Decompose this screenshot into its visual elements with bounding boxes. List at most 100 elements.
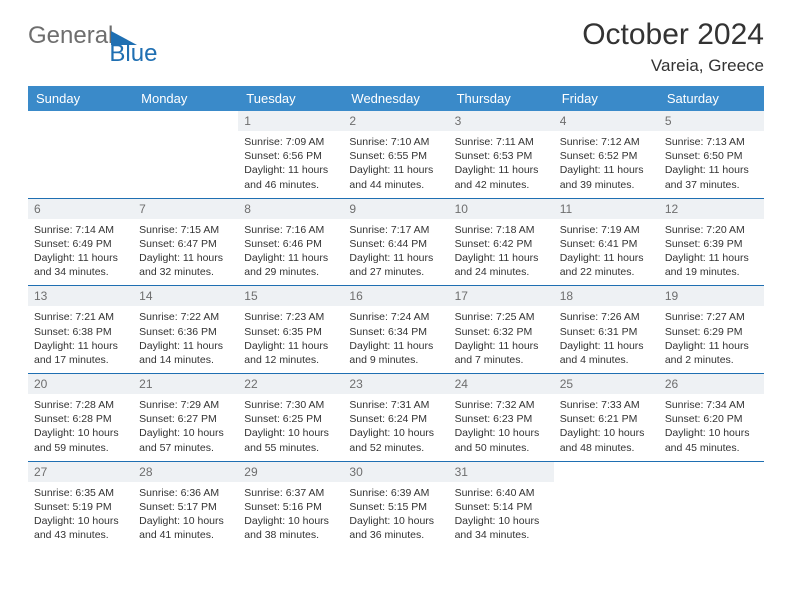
cell-sunset: Sunset: 6:23 PM <box>455 412 548 426</box>
day-number: 14 <box>133 286 238 306</box>
calendar-row: 27Sunrise: 6:35 AMSunset: 5:19 PMDayligh… <box>28 461 764 548</box>
cell-day2: and 36 minutes. <box>349 528 442 542</box>
cell-sunset: Sunset: 6:35 PM <box>244 325 337 339</box>
cell-day2: and 4 minutes. <box>560 353 653 367</box>
cell-day1: Daylight: 11 hours <box>34 339 127 353</box>
cell-sunrise: Sunrise: 7:09 AM <box>244 135 337 149</box>
cell-sunrise: Sunrise: 6:37 AM <box>244 486 337 500</box>
cell-day2: and 52 minutes. <box>349 441 442 455</box>
cell-sunset: Sunset: 6:29 PM <box>665 325 758 339</box>
cell-sunset: Sunset: 6:55 PM <box>349 149 442 163</box>
day-number: 1 <box>238 111 343 131</box>
cell-sunset: Sunset: 6:24 PM <box>349 412 442 426</box>
calendar-cell: 6Sunrise: 7:14 AMSunset: 6:49 PMDaylight… <box>28 198 133 286</box>
day-number: 13 <box>28 286 133 306</box>
day-number: 28 <box>133 462 238 482</box>
weekday-sunday: Sunday <box>28 86 133 111</box>
cell-sunrise: Sunrise: 6:40 AM <box>455 486 548 500</box>
calendar-table: Sunday Monday Tuesday Wednesday Thursday… <box>28 86 764 548</box>
cell-sunrise: Sunrise: 7:34 AM <box>665 398 758 412</box>
cell-day2: and 22 minutes. <box>560 265 653 279</box>
calendar-cell: 9Sunrise: 7:17 AMSunset: 6:44 PMDaylight… <box>343 198 448 286</box>
calendar-cell <box>28 111 133 198</box>
calendar-cell: 20Sunrise: 7:28 AMSunset: 6:28 PMDayligh… <box>28 374 133 462</box>
cell-sunset: Sunset: 6:52 PM <box>560 149 653 163</box>
cell-sunset: Sunset: 6:39 PM <box>665 237 758 251</box>
cell-day2: and 59 minutes. <box>34 441 127 455</box>
cell-day1: Daylight: 11 hours <box>139 251 232 265</box>
weekday-wednesday: Wednesday <box>343 86 448 111</box>
day-number: 9 <box>343 199 448 219</box>
calendar-cell: 23Sunrise: 7:31 AMSunset: 6:24 PMDayligh… <box>343 374 448 462</box>
cell-day1: Daylight: 11 hours <box>665 163 758 177</box>
cell-day1: Daylight: 11 hours <box>244 339 337 353</box>
cell-day2: and 55 minutes. <box>244 441 337 455</box>
calendar-cell: 19Sunrise: 7:27 AMSunset: 6:29 PMDayligh… <box>659 286 764 374</box>
cell-day2: and 7 minutes. <box>455 353 548 367</box>
day-number: 16 <box>343 286 448 306</box>
cell-day2: and 46 minutes. <box>244 178 337 192</box>
day-number: 19 <box>659 286 764 306</box>
cell-sunset: Sunset: 6:36 PM <box>139 325 232 339</box>
cell-day2: and 48 minutes. <box>560 441 653 455</box>
cell-sunrise: Sunrise: 7:31 AM <box>349 398 442 412</box>
cell-sunset: Sunset: 6:27 PM <box>139 412 232 426</box>
cell-day2: and 37 minutes. <box>665 178 758 192</box>
title-block: October 2024 Vareia, Greece <box>582 18 764 76</box>
cell-day2: and 29 minutes. <box>244 265 337 279</box>
cell-day2: and 34 minutes. <box>455 528 548 542</box>
calendar-cell: 26Sunrise: 7:34 AMSunset: 6:20 PMDayligh… <box>659 374 764 462</box>
cell-sunrise: Sunrise: 6:39 AM <box>349 486 442 500</box>
cell-day1: Daylight: 11 hours <box>244 163 337 177</box>
calendar-cell: 1Sunrise: 7:09 AMSunset: 6:56 PMDaylight… <box>238 111 343 198</box>
cell-sunset: Sunset: 6:32 PM <box>455 325 548 339</box>
day-number: 18 <box>554 286 659 306</box>
cell-day1: Daylight: 10 hours <box>560 426 653 440</box>
cell-day1: Daylight: 10 hours <box>455 426 548 440</box>
day-number: 20 <box>28 374 133 394</box>
cell-day2: and 45 minutes. <box>665 441 758 455</box>
cell-day2: and 19 minutes. <box>665 265 758 279</box>
day-number: 3 <box>449 111 554 131</box>
cell-sunrise: Sunrise: 7:21 AM <box>34 310 127 324</box>
day-number: 15 <box>238 286 343 306</box>
weekday-thursday: Thursday <box>449 86 554 111</box>
cell-day2: and 44 minutes. <box>349 178 442 192</box>
cell-sunset: Sunset: 5:15 PM <box>349 500 442 514</box>
cell-day2: and 38 minutes. <box>244 528 337 542</box>
cell-sunset: Sunset: 6:46 PM <box>244 237 337 251</box>
cell-day2: and 50 minutes. <box>455 441 548 455</box>
cell-day2: and 24 minutes. <box>455 265 548 279</box>
cell-day1: Daylight: 11 hours <box>560 251 653 265</box>
calendar-cell <box>554 461 659 548</box>
cell-sunrise: Sunrise: 7:15 AM <box>139 223 232 237</box>
cell-day1: Daylight: 10 hours <box>349 426 442 440</box>
cell-sunset: Sunset: 6:44 PM <box>349 237 442 251</box>
cell-day1: Daylight: 11 hours <box>560 163 653 177</box>
day-number: 30 <box>343 462 448 482</box>
cell-sunrise: Sunrise: 7:11 AM <box>455 135 548 149</box>
day-number: 5 <box>659 111 764 131</box>
calendar-cell: 8Sunrise: 7:16 AMSunset: 6:46 PMDaylight… <box>238 198 343 286</box>
cell-day1: Daylight: 11 hours <box>560 339 653 353</box>
day-number: 7 <box>133 199 238 219</box>
calendar-cell: 3Sunrise: 7:11 AMSunset: 6:53 PMDaylight… <box>449 111 554 198</box>
cell-day2: and 9 minutes. <box>349 353 442 367</box>
day-number: 11 <box>554 199 659 219</box>
cell-sunrise: Sunrise: 7:32 AM <box>455 398 548 412</box>
cell-sunset: Sunset: 5:19 PM <box>34 500 127 514</box>
calendar-row: 20Sunrise: 7:28 AMSunset: 6:28 PMDayligh… <box>28 374 764 462</box>
cell-sunrise: Sunrise: 7:29 AM <box>139 398 232 412</box>
cell-sunrise: Sunrise: 7:13 AM <box>665 135 758 149</box>
cell-sunset: Sunset: 6:49 PM <box>34 237 127 251</box>
cell-sunrise: Sunrise: 7:30 AM <box>244 398 337 412</box>
header-bar: General Blue October 2024 Vareia, Greece <box>28 18 764 76</box>
day-number: 17 <box>449 286 554 306</box>
calendar-cell: 28Sunrise: 6:36 AMSunset: 5:17 PMDayligh… <box>133 461 238 548</box>
cell-sunrise: Sunrise: 7:19 AM <box>560 223 653 237</box>
cell-day1: Daylight: 11 hours <box>665 339 758 353</box>
weekday-header-row: Sunday Monday Tuesday Wednesday Thursday… <box>28 86 764 111</box>
day-number: 12 <box>659 199 764 219</box>
calendar-row: 1Sunrise: 7:09 AMSunset: 6:56 PMDaylight… <box>28 111 764 198</box>
cell-sunrise: Sunrise: 7:17 AM <box>349 223 442 237</box>
